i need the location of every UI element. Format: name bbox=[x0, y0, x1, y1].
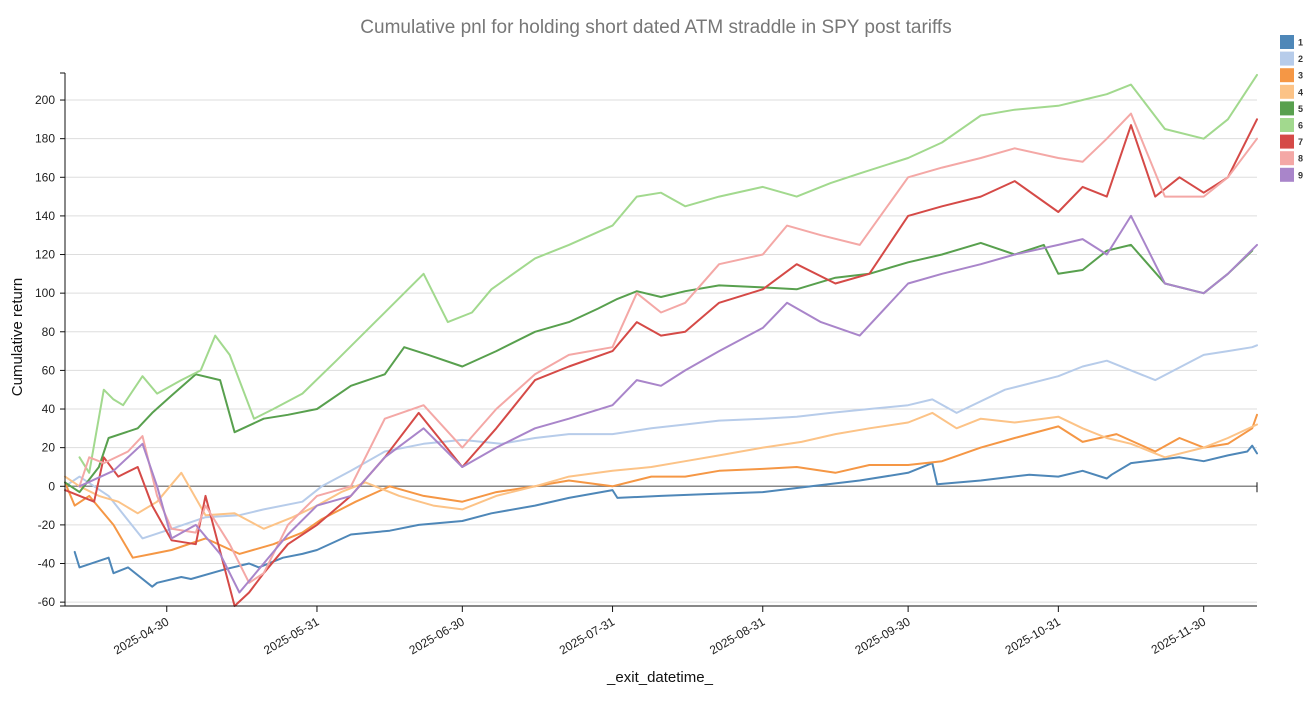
series-lines bbox=[64, 73, 1258, 607]
series-line-4 bbox=[64, 411, 1258, 530]
legend-label-5: 5 bbox=[1298, 104, 1303, 114]
x-tick-label: 2025-10-31 bbox=[1003, 614, 1063, 657]
y-axis-label: Cumulative return bbox=[9, 278, 26, 396]
x-tick-label: 2025-07-31 bbox=[557, 614, 617, 657]
series-line-1 bbox=[73, 444, 1258, 588]
legend-label-3: 3 bbox=[1298, 71, 1303, 81]
y-tick-label: 40 bbox=[42, 402, 56, 416]
x-tick-label: 2025-05-31 bbox=[261, 614, 321, 657]
y-tick-label: 80 bbox=[42, 325, 56, 339]
x-tick-label: 2025-08-31 bbox=[707, 614, 767, 657]
legend-label-4: 4 bbox=[1298, 87, 1303, 97]
series-line-2 bbox=[64, 344, 1258, 540]
legend-swatch-8 bbox=[1280, 151, 1294, 166]
y-tick-label: 20 bbox=[42, 441, 56, 455]
legend-label-1: 1 bbox=[1298, 38, 1303, 48]
series-line-5 bbox=[64, 241, 1254, 494]
y-tick-label: -40 bbox=[38, 557, 56, 571]
y-tick-label: 0 bbox=[48, 479, 55, 493]
series-line-7 bbox=[64, 118, 1258, 607]
y-tick-label: -60 bbox=[38, 595, 56, 609]
legend-label-7: 7 bbox=[1298, 137, 1303, 147]
legend-swatch-3 bbox=[1280, 68, 1294, 83]
y-tick-label: 180 bbox=[35, 132, 55, 146]
legend-label-6: 6 bbox=[1298, 121, 1303, 131]
y-tick-label: 160 bbox=[35, 170, 55, 184]
legend-swatch-1 bbox=[1280, 35, 1294, 49]
series-line-9 bbox=[78, 214, 1258, 594]
y-tick-label: 140 bbox=[35, 209, 55, 223]
series-line-3 bbox=[64, 413, 1258, 559]
legend-swatch-2 bbox=[1280, 51, 1294, 66]
legend-swatch-7 bbox=[1280, 134, 1294, 149]
x-tick-label: 2025-11-30 bbox=[1149, 614, 1209, 657]
series-line-6 bbox=[78, 73, 1258, 474]
legend: 1 2 3 4 5 6 7 8 9 bbox=[1280, 35, 1303, 182]
y-tick-label: 200 bbox=[35, 93, 55, 107]
x-tick-label: 2025-09-30 bbox=[852, 614, 912, 657]
legend-label-9: 9 bbox=[1298, 170, 1303, 180]
grid bbox=[65, 99, 1257, 603]
legend-swatch-5 bbox=[1280, 101, 1294, 116]
x-axis-label: _exit_datetime_ bbox=[606, 669, 714, 686]
legend-label-8: 8 bbox=[1298, 154, 1303, 164]
y-tick-label: 120 bbox=[35, 248, 55, 262]
chart-title: Cumulative pnl for holding short dated A… bbox=[360, 17, 951, 38]
legend-swatch-9 bbox=[1280, 167, 1294, 182]
x-tick-label: 2025-06-30 bbox=[407, 614, 467, 657]
y-tick-label: -20 bbox=[38, 518, 56, 532]
y-tick-label: 100 bbox=[35, 286, 55, 300]
y-tick-label: 60 bbox=[42, 363, 56, 377]
legend-swatch-6 bbox=[1280, 118, 1294, 132]
series-line-8 bbox=[78, 112, 1258, 584]
x-tick-label: 2025-04-30 bbox=[111, 614, 171, 657]
legend-label-2: 2 bbox=[1298, 54, 1303, 64]
legend-swatch-4 bbox=[1280, 84, 1294, 99]
